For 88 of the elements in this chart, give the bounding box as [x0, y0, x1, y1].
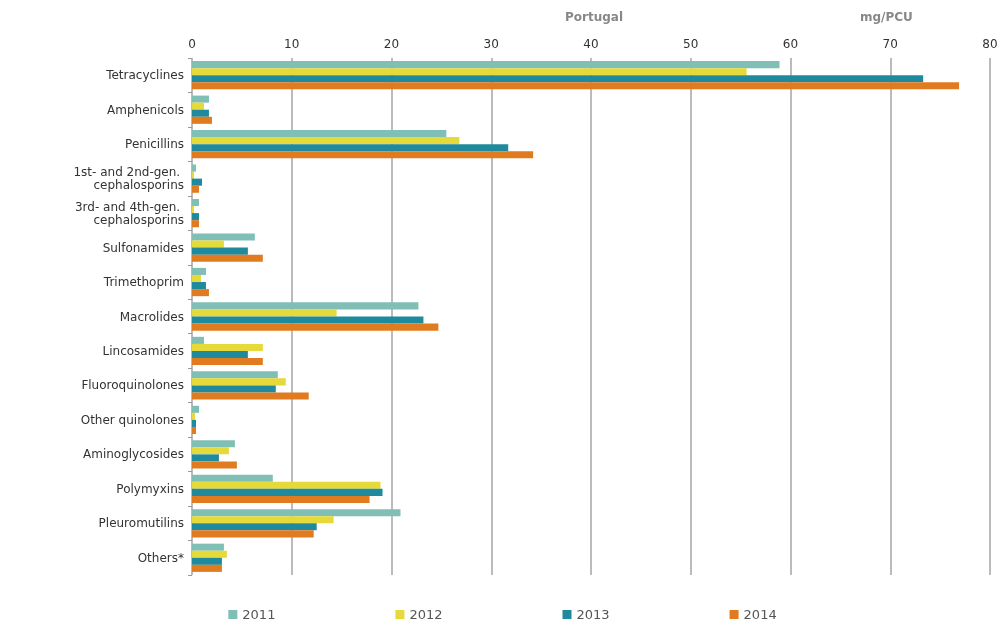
y-tick-label: Polymyxins: [116, 481, 184, 496]
bar: [192, 564, 222, 572]
y-tick-label: Others*: [137, 550, 184, 565]
bar: [192, 530, 314, 538]
bar: [192, 178, 202, 186]
bar: [192, 440, 235, 448]
x-tick-label: 40: [583, 37, 599, 51]
bar: [192, 220, 199, 228]
x-tick-label: 60: [782, 37, 799, 51]
bar: [192, 61, 780, 69]
bar: [192, 461, 237, 469]
y-tick-label: Tetracyclines: [105, 68, 184, 83]
x-axis-title: mg/PCU: [860, 10, 913, 24]
bar: [192, 130, 447, 138]
bar: [192, 302, 419, 310]
y-tick-label: Pleuromutilins: [98, 516, 184, 531]
bar: [192, 75, 924, 83]
bar: [192, 343, 263, 351]
bar: [192, 447, 229, 455]
bar: [192, 267, 206, 275]
bar: [192, 426, 196, 435]
bar: [192, 405, 199, 413]
bar: [192, 385, 276, 393]
bar: [192, 474, 273, 482]
y-tick-label: Lincosamides: [102, 343, 184, 358]
legend-label: 2011: [242, 607, 276, 622]
bar: [192, 419, 196, 427]
bar: [192, 336, 204, 344]
x-tick-label: 80: [982, 37, 998, 51]
bar: [192, 516, 334, 524]
y-tick-label: Penicillins: [125, 137, 184, 152]
legend-label: 2013: [576, 607, 610, 622]
bar: [192, 309, 337, 317]
x-tick-label: 50: [683, 37, 699, 51]
bar: [192, 481, 381, 489]
bar: [192, 550, 227, 558]
bar: [192, 412, 195, 420]
y-tick-label: Sulfonamides: [102, 240, 184, 255]
y-tick-label: Amphenicols: [107, 102, 184, 117]
bar: [192, 95, 209, 103]
legend-label: 2012: [409, 607, 443, 622]
bar: [192, 289, 209, 297]
y-tick-label: Aminoglycosides: [82, 447, 184, 462]
bar: [192, 198, 199, 207]
bar: [192, 523, 317, 531]
bar: [192, 557, 222, 565]
bar: [192, 240, 224, 248]
bar: [192, 82, 960, 90]
chart-title: Portugal: [565, 10, 624, 24]
bar: [192, 371, 278, 379]
x-tick-label: 30: [483, 37, 499, 51]
bar: [192, 495, 370, 503]
x-tick-label: 10: [284, 37, 300, 51]
bar: [192, 358, 263, 366]
bar: [192, 274, 201, 283]
bar: [192, 151, 534, 159]
bar: [192, 254, 263, 262]
bar: [192, 392, 309, 400]
bar: [192, 543, 224, 551]
bar: [192, 213, 199, 221]
bar: [192, 488, 383, 496]
bar: [192, 102, 204, 110]
y-tick-label: Other quinolones: [80, 412, 184, 427]
bar: [192, 378, 286, 386]
bar: [192, 350, 248, 359]
bar: [192, 116, 212, 124]
bar: [192, 316, 424, 324]
y-tick-label: 1st- and 2nd-gen. cephalosporins: [73, 165, 184, 193]
x-tick-label: 0: [188, 37, 196, 51]
bar: [192, 185, 199, 193]
y-tick-label: 3rd- and 4th-gen. cephalosporins: [74, 199, 184, 227]
bar: [192, 247, 248, 255]
bar: [192, 509, 401, 517]
y-tick-label: Fluoroquinolones: [81, 378, 184, 393]
bar: [192, 137, 460, 145]
x-tick-label: 20: [383, 37, 400, 51]
bar: [192, 164, 196, 172]
x-tick-label: 70: [882, 37, 898, 51]
y-tick-label: Macrolides: [119, 309, 184, 324]
bar: [192, 144, 509, 152]
bar: [192, 233, 255, 241]
bar: [192, 323, 439, 331]
legend-label: 2014: [743, 607, 777, 622]
bar: [192, 109, 209, 117]
bar: [192, 68, 747, 76]
bar: [192, 454, 219, 462]
y-tick-label: Trimethoprim: [102, 275, 184, 290]
bar: [192, 282, 206, 290]
